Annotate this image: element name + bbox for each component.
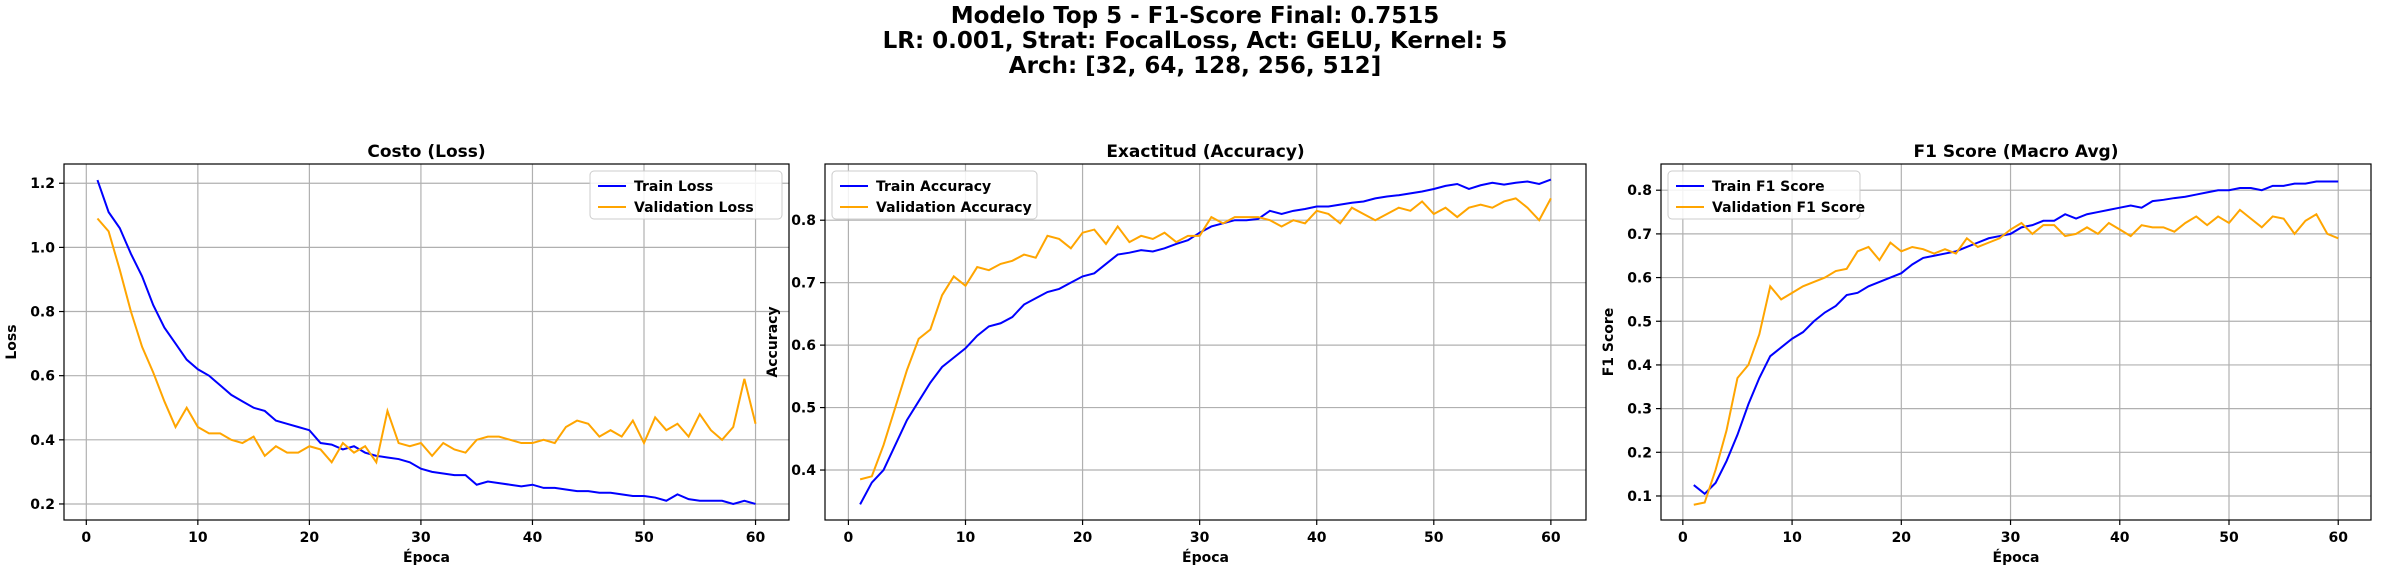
accuracy-xtick-label-0: 0 xyxy=(844,530,854,546)
loss-ytick-label-1: 0.4 xyxy=(30,433,55,449)
accuracy-ytick-label-1: 0.5 xyxy=(791,401,816,417)
accuracy-xtick-label-4: 40 xyxy=(1307,530,1327,546)
loss-title: Costo (Loss) xyxy=(367,142,485,162)
loss-xtick-label-3: 30 xyxy=(411,530,431,546)
loss-xlabel: Época xyxy=(403,549,450,566)
accuracy-ylabel: Accuracy xyxy=(765,306,781,377)
loss-series-train-line xyxy=(96,179,756,506)
f1-legend: Train F1 Score Validation F1 Score xyxy=(1667,170,1865,220)
loss-xtick-label-2: 20 xyxy=(300,530,320,546)
f1-series-validation-line xyxy=(1693,208,2339,506)
f1-xlabel: Época xyxy=(1993,549,2040,566)
accuracy-xtick-label-3: 30 xyxy=(1190,530,1210,546)
accuracy-axes-frame xyxy=(824,163,1587,521)
accuracy-series-train-line xyxy=(859,178,1552,505)
accuracy-ytick-label-4: 0.8 xyxy=(791,213,816,229)
f1-ytick-label-6: 0.7 xyxy=(1627,227,1652,243)
loss-subplot: 0 10 20 30 40 50 60 0.2 0.4 0.6 0.8 1.0 1.2 Costo (Lo… xyxy=(4,142,790,566)
f1-ytick-label-0: 0.1 xyxy=(1627,489,1652,505)
loss-series-validation-line xyxy=(96,217,757,465)
f1-ylabel: F1 Score xyxy=(1601,308,1617,377)
f1-xtick-label-5: 50 xyxy=(2219,530,2239,546)
suptitle-line-1: Modelo Top 5 - F1-Score Final: 0.7515 xyxy=(950,3,1440,29)
loss-legend: Train Loss Validation Loss xyxy=(589,170,783,220)
f1-xtick-label-2: 20 xyxy=(1892,530,1912,546)
loss-ytick-label-0: 0.2 xyxy=(30,497,55,513)
accuracy-ytick-label-2: 0.6 xyxy=(791,338,816,354)
accuracy-legend-box xyxy=(831,170,1038,220)
loss-xtick-label-6: 60 xyxy=(746,530,766,546)
figure-suptitle: Modelo Top 5 - F1-Score Final: 0.7515 LR… xyxy=(0,4,2390,79)
f1-ytick-label-3: 0.4 xyxy=(1627,358,1652,374)
f1-ytick-label-2: 0.3 xyxy=(1627,402,1652,418)
loss-xtick-label-5: 50 xyxy=(634,530,654,546)
suptitle-line-2: LR: 0.001, Strat: FocalLoss, Act: GELU, … xyxy=(882,28,1508,54)
loss-ytick-label-3: 0.8 xyxy=(30,305,55,321)
loss-legend-box xyxy=(589,170,783,220)
loss-ylabel: Loss xyxy=(4,324,20,359)
f1-xtick-label-1: 10 xyxy=(1782,530,1802,546)
f1-legend-label-train: Train F1 Score xyxy=(1712,179,1825,195)
loss-ytick-label-5: 1.2 xyxy=(30,176,55,192)
accuracy-legend: Train Accuracy Validation Accuracy xyxy=(831,170,1038,220)
accuracy-legend-label-train: Train Accuracy xyxy=(876,179,991,195)
f1-axes-frame xyxy=(1660,163,2372,521)
loss-xtick-label-0: 0 xyxy=(81,530,91,546)
accuracy-title: Exactitud (Accuracy) xyxy=(1106,142,1304,162)
accuracy-series-validation-line xyxy=(859,197,1552,481)
loss-ytick-label-4: 1.0 xyxy=(30,240,55,256)
accuracy-ytick-label-3: 0.7 xyxy=(791,276,816,292)
f1-legend-label-validation: Validation F1 Score xyxy=(1712,200,1865,216)
f1-title: F1 Score (Macro Avg) xyxy=(1914,142,2119,162)
accuracy-xtick-label-2: 20 xyxy=(1073,530,1093,546)
loss-legend-label-train: Train Loss xyxy=(634,179,713,195)
accuracy-subplot: 0 10 20 30 40 50 60 0.4 0.5 0.6 0.7 0.8 Exactitud (A… xyxy=(765,142,1587,566)
f1-xtick-label-6: 60 xyxy=(2328,530,2348,546)
f1-ytick-label-5: 0.6 xyxy=(1627,271,1652,287)
loss-ytick-label-2: 0.6 xyxy=(30,369,55,385)
f1-xtick-label-3: 30 xyxy=(2001,530,2021,546)
accuracy-xtick-label-6: 60 xyxy=(1541,530,1561,546)
f1-subplot: 0 10 20 30 40 50 60 0.1 0.2 0.3 0.4 0.5 0.6 0.7 0.8 F1 … xyxy=(1601,142,2372,566)
loss-legend-label-validation: Validation Loss xyxy=(634,200,754,216)
accuracy-ytick-label-0: 0.4 xyxy=(791,463,816,479)
f1-ytick-label-4: 0.5 xyxy=(1627,314,1652,330)
accuracy-xtick-label-5: 50 xyxy=(1424,530,1444,546)
f1-legend-box xyxy=(1667,170,1861,220)
suptitle-line-3: Arch: [32, 64, 128, 256, 512] xyxy=(1008,53,1382,79)
f1-series-train-line xyxy=(1693,180,2339,496)
f1-xtick-label-4: 40 xyxy=(2110,530,2130,546)
loss-axes-frame xyxy=(63,163,790,521)
accuracy-legend-label-validation: Validation Accuracy xyxy=(876,200,1032,216)
accuracy-xtick-label-1: 10 xyxy=(956,530,976,546)
loss-xtick-label-4: 40 xyxy=(523,530,543,546)
f1-xtick-label-0: 0 xyxy=(1678,530,1688,546)
accuracy-xlabel: Época xyxy=(1182,549,1229,566)
f1-ytick-label-7: 0.8 xyxy=(1627,183,1652,199)
f1-ytick-label-1: 0.2 xyxy=(1627,445,1652,461)
loss-xtick-label-1: 10 xyxy=(188,530,208,546)
